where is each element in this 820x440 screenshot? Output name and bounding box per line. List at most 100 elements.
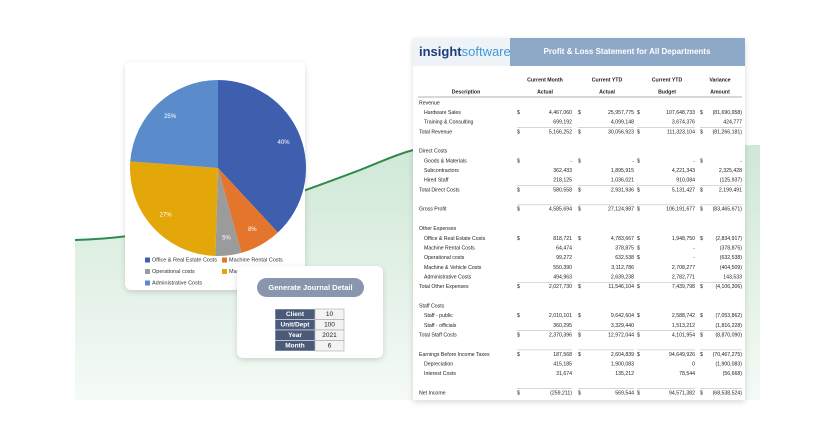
currency-symbol: $ bbox=[517, 187, 520, 193]
pie-slice bbox=[130, 161, 218, 256]
currency-symbol: $ bbox=[637, 332, 640, 338]
cell-value: 3,112,786 bbox=[611, 265, 634, 271]
legend-label: Administrative Costs bbox=[152, 280, 202, 286]
row-label: Total Revenue bbox=[419, 129, 452, 135]
cell-value: 569,544 bbox=[615, 390, 634, 396]
cell-value: (83,465,671) bbox=[713, 207, 743, 213]
statement-title: Profit & Loss Statement for All Departme… bbox=[544, 47, 711, 56]
cell-value: 362,433 bbox=[553, 168, 572, 174]
cell-value: 135,212 bbox=[615, 371, 634, 377]
legend-swatch bbox=[145, 257, 150, 263]
cell-value: 580,558 bbox=[553, 187, 572, 193]
cell-value: (1,900,083) bbox=[715, 361, 742, 367]
slice-label: 5% bbox=[222, 235, 231, 241]
row-label: Total Direct Costs bbox=[419, 187, 460, 193]
currency-symbol: $ bbox=[578, 187, 581, 193]
cell-value: (70,467,275) bbox=[713, 352, 743, 358]
column-header: Actual bbox=[599, 89, 615, 95]
cell-value: 107,648,733 bbox=[666, 110, 695, 116]
legend-label: Mad bbox=[229, 269, 240, 275]
cell-value: 4,099,148 bbox=[611, 120, 634, 126]
pie-chart: 40% 8% 5% 27% 25% Office & Real Estate Costs M… bbox=[130, 80, 306, 286]
cell-value: 550,390 bbox=[553, 265, 572, 271]
currency-symbol: $ bbox=[517, 129, 520, 135]
pie-slice bbox=[218, 168, 278, 253]
cell-value: 11,546,104 bbox=[608, 284, 634, 290]
cell-value: 1,900,083 bbox=[611, 361, 634, 367]
cell-value: (259,211) bbox=[550, 390, 572, 396]
pie-slice bbox=[130, 80, 218, 168]
currency-symbol: $ bbox=[637, 129, 640, 135]
cell-value: 7,439,798 bbox=[672, 284, 695, 290]
currency-symbol: $ bbox=[517, 352, 520, 358]
currency-symbol: $ bbox=[700, 390, 703, 396]
cell-value: 2,325,428 bbox=[719, 168, 742, 174]
cell-value: 94,571,382 bbox=[669, 390, 695, 396]
currency-symbol: $ bbox=[578, 284, 581, 290]
cell-value: (632,538) bbox=[720, 255, 742, 261]
logo: insightsoftware bbox=[419, 44, 511, 59]
cell-value: (81,690,958) bbox=[713, 110, 743, 116]
cell-value: 2,027,730 bbox=[549, 284, 572, 290]
currency-symbol: $ bbox=[637, 187, 640, 193]
cell-value: 25,957,775 bbox=[608, 110, 634, 116]
section-heading: Direct Costs bbox=[419, 149, 448, 155]
cell-value: 4,783,667 bbox=[611, 236, 634, 242]
row-label: Goods & Materials bbox=[424, 158, 467, 164]
cell-value: 2,604,839 bbox=[611, 352, 634, 358]
column-header: Current Month bbox=[527, 77, 563, 83]
cell-value: 4,585,694 bbox=[549, 207, 572, 213]
pie-slice bbox=[218, 80, 306, 233]
currency-symbol: $ bbox=[700, 129, 703, 135]
logo-area bbox=[413, 38, 510, 66]
cell-value: 1,036,021 bbox=[611, 178, 634, 184]
currency-symbol: $ bbox=[637, 352, 640, 358]
button-label[interactable]: Generate Journal Detail bbox=[268, 283, 352, 292]
cell-value: 9,642,604 bbox=[611, 313, 634, 319]
cell-value: 143,533 bbox=[723, 274, 742, 280]
cell-value: 360,295 bbox=[553, 323, 572, 329]
param-value: 100 bbox=[324, 322, 335, 329]
row-label: Staff - public bbox=[424, 313, 453, 319]
param-value-cell bbox=[314, 340, 345, 352]
currency-symbol: $ bbox=[700, 110, 703, 116]
cell-value: (81,266,181) bbox=[713, 129, 743, 135]
currency-symbol: $ bbox=[517, 332, 520, 338]
param-label: Year bbox=[288, 332, 302, 339]
cell-value: 2,199,491 bbox=[719, 187, 742, 193]
currency-symbol: $ bbox=[700, 207, 703, 213]
currency-symbol: $ bbox=[517, 313, 520, 319]
cell-value: 632,538 bbox=[615, 255, 634, 261]
cell-value: - bbox=[693, 255, 695, 261]
cell-value: 1,895,915 bbox=[611, 168, 634, 174]
row-label: Hired Staff bbox=[424, 178, 449, 184]
row-label: Machine Rental Costs bbox=[424, 245, 475, 251]
currency-symbol: $ bbox=[637, 284, 640, 290]
row-label: Gross Profit bbox=[419, 207, 447, 213]
pie-slice bbox=[215, 168, 242, 256]
journal-params: Client 10 Unit/Dept 100 Year 2021 Month 6 bbox=[274, 308, 345, 352]
cell-value: (8,870,090) bbox=[715, 332, 742, 338]
cell-value: 78,544 bbox=[679, 371, 695, 377]
cell-value: 378,875 bbox=[615, 245, 634, 251]
currency-symbol: $ bbox=[517, 158, 520, 164]
legend-label: Machine Rental Costs bbox=[229, 257, 283, 263]
section-heading: Other Expenses bbox=[419, 226, 457, 232]
param-label: Unit/Dept bbox=[281, 322, 311, 329]
cell-value: 111,323,104 bbox=[667, 129, 695, 135]
currency-symbol: $ bbox=[637, 207, 640, 213]
cell-value: 2,931,936 bbox=[611, 187, 634, 193]
cell-value: 31,674 bbox=[556, 371, 572, 377]
legend-swatch bbox=[145, 269, 150, 274]
cell-value: - bbox=[570, 158, 572, 164]
cell-value: (404,509) bbox=[720, 265, 742, 271]
row-label: Staff - officials bbox=[424, 323, 457, 329]
cell-value: 2,708,277 bbox=[672, 265, 695, 271]
currency-symbol: $ bbox=[578, 313, 581, 319]
row-label: Subcontractors bbox=[424, 168, 459, 174]
currency-symbol: $ bbox=[637, 390, 640, 396]
cell-value: 2,010,101 bbox=[549, 313, 572, 319]
cell-value: (56,668) bbox=[723, 371, 743, 377]
generate-button[interactable] bbox=[257, 278, 364, 297]
